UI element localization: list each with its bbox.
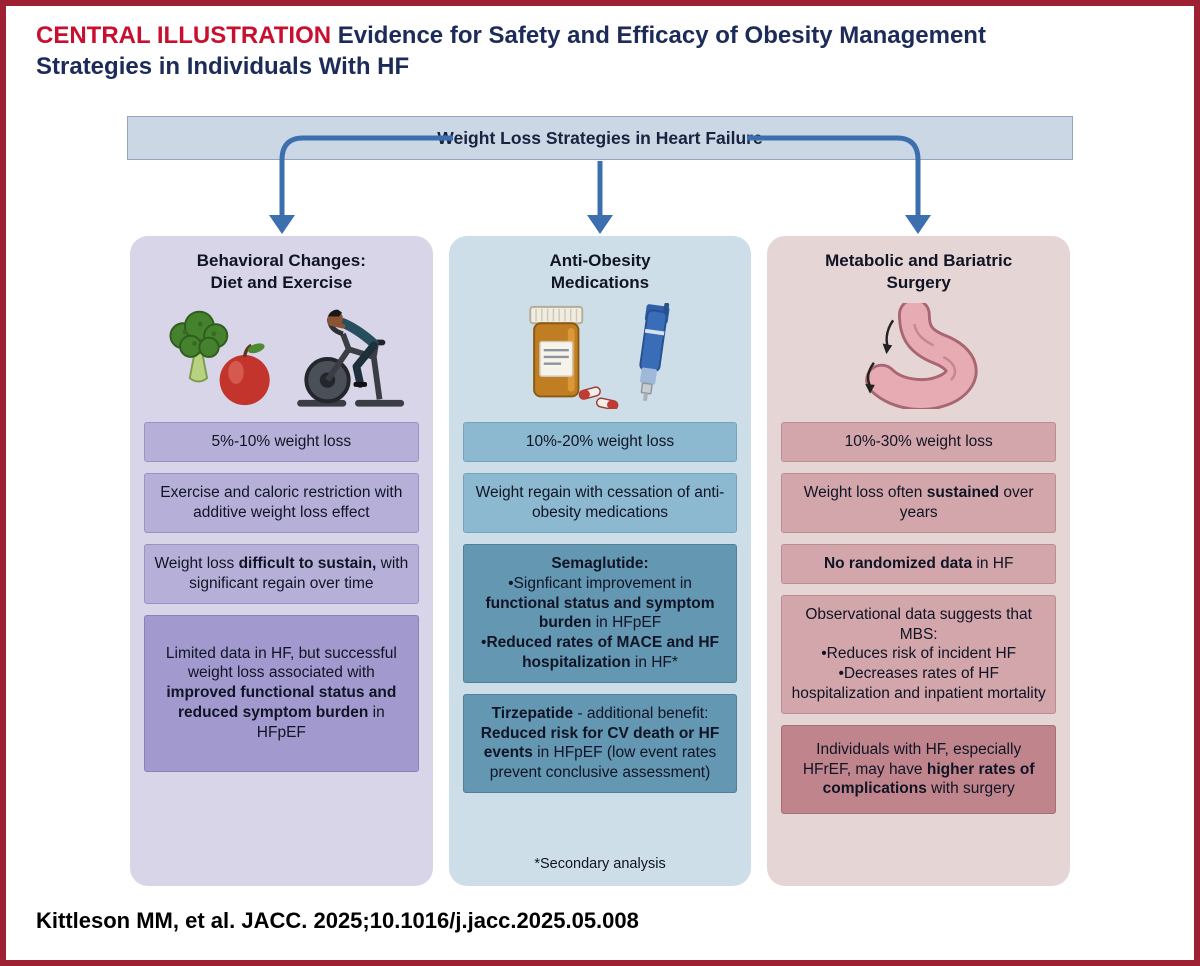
column-behavioral-changes: Behavioral Changes: Diet and Exercise bbox=[130, 236, 433, 887]
info-box-hf-data: Limited data in HF, but successful weigh… bbox=[144, 614, 419, 772]
header-label: CENTRAL ILLUSTRATION bbox=[36, 22, 332, 49]
exercise-bike-icon bbox=[297, 310, 405, 407]
info-box-complications: Individuals with HF, especially HFrEF, m… bbox=[781, 724, 1057, 815]
citation: Kittleson MM, et al. JACC. 2025;10.1016/… bbox=[36, 908, 639, 934]
medications-illustration bbox=[529, 303, 670, 410]
top-banner: Weight Loss Strategies in Heart Failure bbox=[127, 116, 1073, 161]
column-art bbox=[144, 300, 419, 412]
page-title: Evidence for Safety and Efficacy of Obes… bbox=[36, 22, 986, 81]
column-anti-obesity-medications: Anti-Obesity Medications bbox=[448, 236, 752, 887]
info-box-sustained-loss: Weight loss often sustained over years bbox=[781, 473, 1057, 533]
info-box-observational-data: Observational data suggests that MBS: •Re… bbox=[781, 594, 1057, 714]
strategy-columns: Behavioral Changes: Diet and Exercise bbox=[130, 236, 1071, 887]
column-art bbox=[463, 300, 738, 412]
info-box-semaglutide: Semaglutide: •Signficant improvement in f… bbox=[462, 543, 738, 683]
info-box-weight-loss-range: 5%-10% weight loss bbox=[144, 422, 419, 463]
diet-exercise-illustration bbox=[169, 310, 405, 407]
secondary-analysis-footnote: *Secondary analysis bbox=[534, 856, 666, 873]
column-bariatric-surgery: Metabolic and Bariatric Surgery bbox=[767, 236, 1071, 887]
pill-bottle-icon bbox=[529, 306, 584, 398]
injection-pen-icon bbox=[639, 303, 670, 402]
column-title: Behavioral Changes: Diet and Exercise bbox=[196, 251, 366, 293]
column-title: Metabolic and Bariatric Surgery bbox=[825, 251, 1013, 293]
surgery-illustration bbox=[864, 303, 977, 410]
info-box-tirzepatide: Tirzepatide - additional benefit: Reduce… bbox=[462, 693, 738, 794]
figure-header: CENTRAL ILLUSTRATION Evidence for Safety… bbox=[6, 6, 1086, 82]
column-title: Anti-Obesity Medications bbox=[549, 251, 651, 293]
broccoli-icon bbox=[169, 311, 229, 383]
info-box-additive-effect: Exercise and caloric restriction with ad… bbox=[144, 473, 419, 533]
info-box-weight-loss-range: 10%-20% weight loss bbox=[462, 422, 738, 463]
info-box-weight-loss-range: 10%-30% weight loss bbox=[781, 422, 1057, 463]
capsules-icon bbox=[579, 386, 619, 410]
info-box-sustainability: Weight loss difficult to sustain, with s… bbox=[144, 543, 419, 604]
apple-icon bbox=[219, 343, 270, 406]
banner-label: Weight Loss Strategies in Heart Failure bbox=[437, 127, 763, 148]
stomach-icon bbox=[864, 303, 977, 410]
info-box-no-randomized-data: No randomized data in HF bbox=[781, 543, 1057, 584]
column-art bbox=[781, 300, 1056, 412]
diagram-area: Weight Loss Strategies in Heart Failure … bbox=[6, 88, 1194, 894]
info-box-weight-regain: Weight regain with cessation of anti-obe… bbox=[462, 473, 738, 533]
